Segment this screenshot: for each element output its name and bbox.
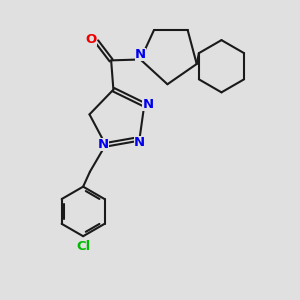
Text: Cl: Cl — [76, 240, 90, 253]
Text: O: O — [86, 33, 97, 46]
Text: N: N — [98, 138, 109, 151]
Text: N: N — [135, 48, 146, 61]
Text: N: N — [134, 136, 145, 149]
Text: N: N — [142, 98, 154, 111]
